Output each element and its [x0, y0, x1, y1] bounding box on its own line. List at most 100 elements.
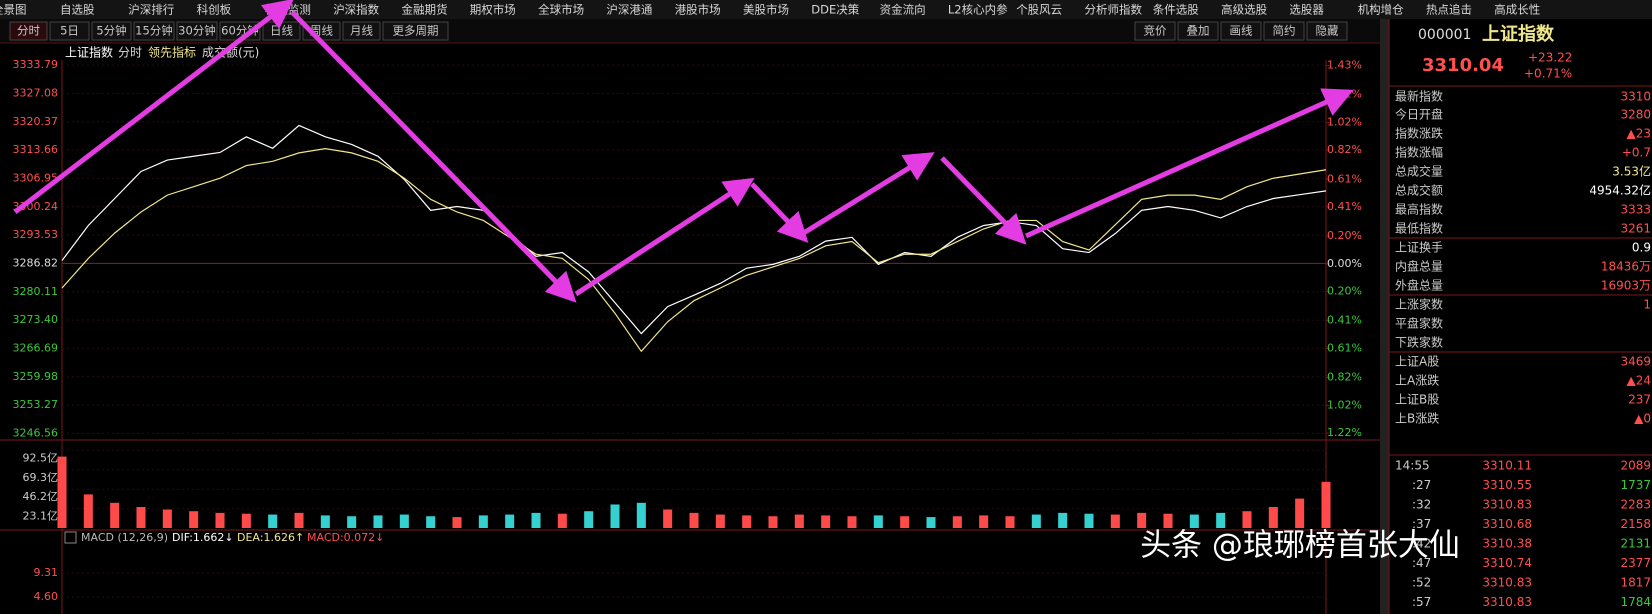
y2-tick-label: 0.82% [1327, 143, 1362, 156]
tick-volume: 1817 [1620, 576, 1651, 590]
tool-label[interactable]: 竞价 [1144, 24, 1167, 38]
tool-button[interactable] [1220, 21, 1262, 41]
period-button[interactable] [342, 21, 381, 41]
tick-price: 3310.55 [1482, 478, 1532, 492]
period-button[interactable] [176, 21, 218, 41]
period-label[interactable]: 5分钟 [96, 24, 126, 38]
y2-tick-label: 0.61% [1327, 172, 1362, 185]
volume-bar [110, 502, 120, 528]
period-label[interactable]: 30分钟 [178, 24, 216, 38]
y-tick-label: 3313.66 [13, 143, 59, 156]
tick-volume: 2283 [1620, 498, 1651, 512]
y-tick-label: 3320.37 [13, 115, 59, 128]
menu-item[interactable]: 科创板 [197, 3, 232, 17]
arrow [290, 10, 577, 303]
menu-item[interactable]: 期权市场 [470, 3, 516, 17]
stock-name: 上证指数 [1482, 23, 1555, 45]
tick-price: 3310.83 [1482, 498, 1532, 512]
volume-bar [426, 516, 436, 528]
volume-bar [1216, 512, 1226, 528]
y-tick-label: 3259.98 [13, 370, 59, 383]
menu-item[interactable]: L2核心内参 [948, 3, 1008, 17]
tool-button[interactable] [1177, 21, 1219, 41]
volume-bar [136, 507, 146, 528]
volume-bar [715, 514, 725, 528]
period-label[interactable]: 日线 [270, 24, 293, 38]
arrow [800, 152, 935, 237]
period-label[interactable]: 月线 [350, 24, 373, 38]
volume-bar [162, 509, 172, 528]
quote-label: 内盘总量 [1395, 259, 1443, 274]
macd-button[interactable] [64, 531, 77, 544]
menu-item[interactable]: 沪深指数 [333, 3, 379, 17]
y2-tick-label: 0.20% [1327, 229, 1362, 242]
volume-tick-label: 46.2亿 [23, 490, 59, 503]
period-button[interactable] [9, 21, 48, 41]
quote-value: 3310 [1620, 90, 1651, 104]
splitter[interactable] [1380, 19, 1389, 614]
period-button[interactable] [49, 21, 90, 41]
menu-item[interactable]: 个股风云 [1016, 3, 1062, 17]
stock-change: +23.22 [1528, 51, 1572, 65]
volume-bar [1005, 516, 1015, 528]
volume-bar [900, 516, 910, 528]
tick-volume: 2377 [1620, 556, 1651, 570]
period-label[interactable]: 5日 [60, 24, 79, 38]
y-tick-label: 3286.82 [13, 256, 59, 269]
tick-price: 3310.83 [1482, 595, 1532, 609]
menu-item[interactable]: 全景图 [0, 3, 27, 17]
tool-button[interactable] [1306, 21, 1348, 41]
quote-label: 指数涨跌 [1395, 126, 1443, 141]
tool-button[interactable] [1134, 21, 1176, 41]
volume-bar [979, 515, 989, 528]
tick-volume: 1784 [1620, 595, 1651, 609]
menu-item[interactable]: 分析师指数 [1085, 3, 1143, 17]
tick-time: :47 [1412, 556, 1431, 570]
tool-label[interactable]: 画线 [1230, 24, 1253, 38]
volume-bar [689, 512, 699, 528]
menu-item[interactable]: 美股市场 [743, 3, 789, 17]
menu-item[interactable]: 高级选股 [1221, 3, 1267, 17]
menu-item[interactable]: 资金流向 [880, 3, 926, 17]
period-label[interactable]: 15分钟 [135, 24, 173, 38]
menu-item[interactable]: 机构增仓 [1358, 3, 1404, 17]
tick-price: 3310.68 [1482, 517, 1532, 531]
period-label[interactable]: 更多周期 [393, 24, 439, 38]
menu-item[interactable]: 高成长性 [1494, 3, 1540, 17]
menu-item[interactable]: DDE决策 [811, 3, 859, 17]
quote-value: 237 [1628, 393, 1651, 407]
chart-header: 领先指标 [148, 45, 196, 60]
tool-label[interactable]: 简约 [1273, 24, 1296, 38]
volume-bar [1058, 512, 1068, 528]
arrow [1024, 88, 1354, 239]
quote-label: 今日开盘 [1395, 107, 1443, 122]
tool-label[interactable]: 隐藏 [1316, 24, 1339, 38]
chart-header: 上证指数 [65, 45, 113, 60]
arrow [13, 0, 294, 214]
y-tick-label: 3306.95 [13, 171, 59, 184]
y-tick-label: 3253.27 [13, 398, 59, 411]
menu-item[interactable]: 港股市场 [675, 3, 721, 17]
period-button[interactable] [382, 21, 449, 41]
menu-item[interactable]: 沪深排行 [128, 3, 174, 17]
menu-item[interactable]: 选股器 [1289, 3, 1324, 17]
menu-item[interactable]: 自选股 [60, 3, 95, 17]
period-label[interactable]: 分时 [17, 24, 40, 38]
watermark: 头条 @琅琊榜首张大仙 [1140, 528, 1460, 564]
menu-item[interactable]: 沪深港通 [606, 3, 652, 17]
y2-tick-label: 0.00% [1327, 257, 1362, 270]
menu-item[interactable]: 条件选股 [1153, 3, 1199, 17]
tool-label[interactable]: 叠加 [1187, 24, 1210, 38]
volume-bar [215, 512, 225, 528]
quote-label: 平盘家数 [1395, 316, 1443, 331]
quote-label: 最高指数 [1395, 202, 1443, 217]
quote-label: 上B涨跌 [1395, 411, 1439, 426]
tool-button[interactable] [1263, 21, 1305, 41]
quote-value: +0.7 [1622, 146, 1651, 160]
menu-item[interactable]: 全球市场 [538, 3, 584, 17]
volume-bar [399, 514, 409, 528]
menu-item[interactable]: 热点追击 [1426, 3, 1472, 17]
period-button[interactable] [91, 21, 132, 41]
menu-item[interactable]: 金融期货 [402, 3, 448, 17]
period-button[interactable] [133, 21, 175, 41]
